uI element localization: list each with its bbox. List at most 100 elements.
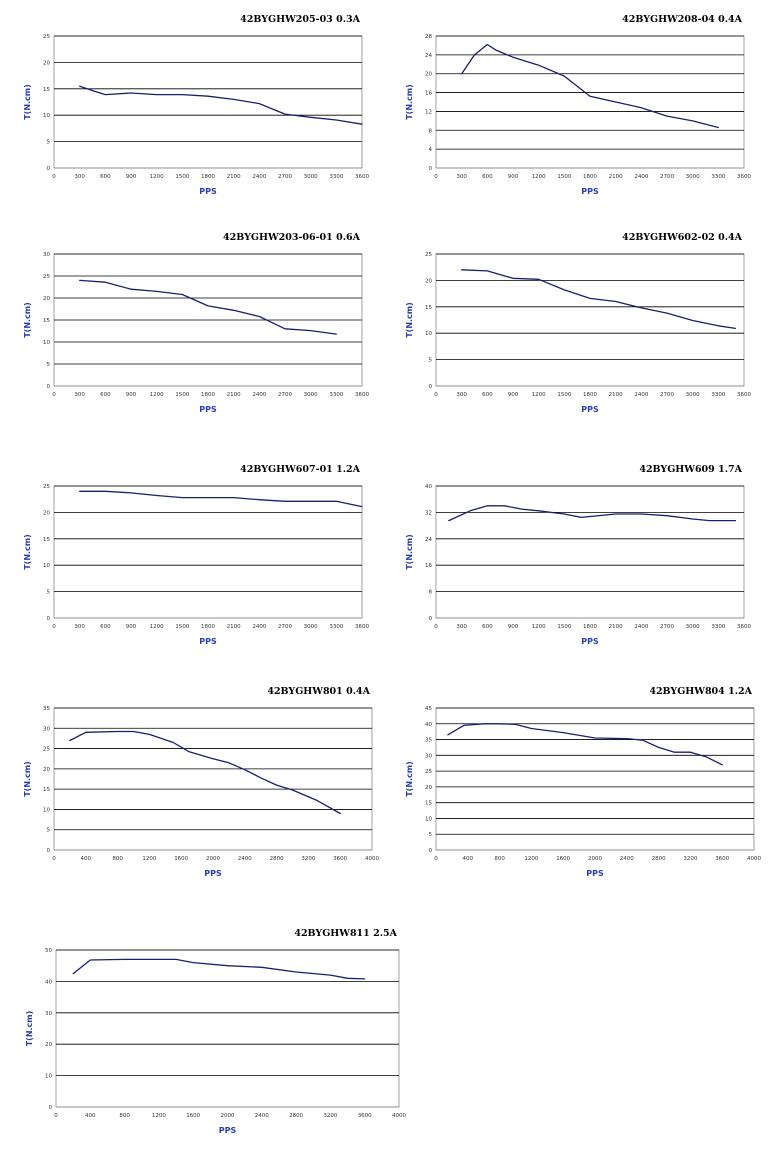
x-tick-label: 0 — [52, 624, 56, 630]
y-tick-label: 0 — [429, 384, 433, 390]
chart-title: 42BYGHW208-04 0.4A — [622, 14, 742, 25]
x-tick-label: 3600 — [355, 392, 369, 398]
y-tick-label: 4 — [429, 147, 433, 153]
x-tick-label: 2100 — [609, 174, 623, 180]
x-tick-label: 1500 — [175, 624, 189, 630]
chart-svg: 42BYGHW208-04 0.4A 0 4 8 12 16 20 24 28 0 300 600 90… — [405, 14, 751, 196]
y-tick-label: 5 — [429, 358, 433, 364]
x-tick-label: 1200 — [532, 392, 546, 398]
y-tick-label: 24 — [425, 537, 432, 543]
y-tick-label: 10 — [425, 816, 432, 822]
y-tick-label: 10 — [45, 1074, 52, 1080]
x-tick-label: 900 — [508, 392, 519, 398]
plot-area — [435, 253, 745, 387]
y-tick-label: 15 — [425, 305, 432, 311]
y-tick-label: 25 — [43, 747, 50, 753]
x-tick-label: 1200 — [150, 392, 164, 398]
x-tick-label: 400 — [85, 1113, 96, 1119]
chart-panel-42byghw609: 42BYGHW609 1.7A 0 8 16 24 32 40 0 300 600 900 1200 1… — [400, 458, 751, 658]
y-tick-label: 5 — [47, 140, 51, 146]
x-tick-label: 800 — [119, 1113, 130, 1119]
y-tick-label: 10 — [425, 331, 432, 337]
y-tick-label: 20 — [43, 60, 50, 66]
x-tick-label: 600 — [100, 174, 111, 180]
x-tick-label: 1200 — [150, 624, 164, 630]
x-tick-label: 3600 — [715, 856, 729, 862]
x-tick-label: 0 — [52, 392, 56, 398]
x-tick-label: 4000 — [392, 1113, 406, 1119]
x-tick-label: 2000 — [221, 1113, 235, 1119]
x-tick-label: 1600 — [186, 1113, 200, 1119]
y-tick-label: 15 — [43, 318, 50, 324]
y-axis-title: T(N.cm) — [405, 84, 414, 120]
x-tick-label: 1200 — [524, 856, 538, 862]
y-tick-label: 30 — [43, 726, 50, 732]
x-tick-label: 1500 — [557, 174, 571, 180]
chart-panel-42byghw607-01: 42BYGHW607-01 1.2A 0 5 10 15 20 25 0 300 600 900 12… — [18, 458, 369, 658]
x-tick-label: 2400 — [634, 174, 648, 180]
chart-title: 42BYGHW602-02 0.4A — [622, 232, 742, 243]
chart-panel-42byghw811: 42BYGHW811 2.5A 0 10 20 30 40 50 0 400 800 1200 160… — [20, 922, 406, 1147]
x-tick-label: 3600 — [358, 1113, 372, 1119]
x-tick-label: 0 — [434, 856, 438, 862]
y-axis-title: T(N.cm) — [405, 534, 414, 570]
x-tick-label: 300 — [456, 174, 467, 180]
y-tick-label: 10 — [43, 113, 50, 119]
y-axis-title: T(N.cm) — [25, 1011, 34, 1047]
x-tick-label: 2800 — [652, 856, 666, 862]
x-tick-label: 1800 — [583, 392, 597, 398]
x-tick-label: 1200 — [142, 856, 156, 862]
y-tick-label: 0 — [47, 848, 51, 854]
plot-area — [53, 707, 373, 851]
torque-curve — [79, 85, 363, 125]
x-tick-label: 2400 — [634, 624, 648, 630]
y-tick-label: 5 — [47, 828, 51, 834]
x-tick-label: 1800 — [201, 392, 215, 398]
x-tick-label: 800 — [112, 856, 123, 862]
x-tick-label: 3600 — [355, 174, 369, 180]
y-tick-label: 0 — [429, 616, 433, 622]
x-tick-label: 600 — [100, 624, 111, 630]
x-tick-label: 900 — [508, 174, 519, 180]
chart-title: 42BYGHW607-01 1.2A — [240, 464, 360, 475]
y-tick-label: 12 — [425, 109, 432, 115]
x-tick-label: 1200 — [150, 174, 164, 180]
x-tick-label: 2700 — [278, 392, 292, 398]
x-tick-label: 600 — [482, 392, 493, 398]
x-tick-label: 2100 — [609, 624, 623, 630]
x-tick-label: 0 — [434, 174, 438, 180]
x-axis-title: PPS — [581, 637, 599, 646]
y-tick-label: 25 — [43, 484, 50, 490]
y-axis-title: T(N.cm) — [23, 84, 32, 120]
x-tick-label: 3300 — [329, 624, 343, 630]
y-tick-label: 8 — [429, 590, 433, 596]
x-tick-label: 2400 — [252, 624, 266, 630]
chart-panel-42byghw602-02: 42BYGHW602-02 0.4A 0 5 10 15 20 25 0 300 600 900 12… — [400, 226, 751, 426]
x-tick-label: 4000 — [747, 856, 761, 862]
x-tick-label: 2400 — [255, 1113, 269, 1119]
y-axis-title: T(N.cm) — [405, 302, 414, 338]
chart-title: 42BYGHW203-06-01 0.6A — [223, 232, 361, 243]
x-tick-label: 1800 — [583, 624, 597, 630]
x-axis-title: PPS — [204, 869, 222, 878]
y-tick-label: 15 — [425, 801, 432, 807]
y-tick-label: 40 — [425, 484, 432, 490]
x-axis-title: PPS — [219, 1126, 237, 1135]
x-tick-label: 300 — [456, 624, 467, 630]
chart-svg: 42BYGHW609 1.7A 0 8 16 24 32 40 0 300 600 900 1200 1… — [405, 464, 751, 646]
chart-title: 42BYGHW609 1.7A — [639, 464, 742, 475]
y-tick-label: 15 — [43, 87, 50, 93]
y-tick-label: 20 — [43, 510, 50, 516]
y-axis-title: T(N.cm) — [23, 761, 32, 797]
x-tick-label: 2400 — [252, 392, 266, 398]
x-axis-title: PPS — [581, 187, 599, 196]
y-axis-title: T(N.cm) — [405, 761, 414, 797]
chart-title: 42BYGHW801 0.4A — [267, 686, 370, 697]
x-axis-title: PPS — [199, 187, 217, 196]
x-tick-label: 600 — [482, 624, 493, 630]
x-tick-label: 2000 — [588, 856, 602, 862]
y-tick-label: 28 — [425, 34, 432, 40]
torque-curve — [461, 43, 719, 129]
chart-panel-42byghw804: 42BYGHW804 1.2A 0 5 10 15 20 25 30 35 40 45 0 400 800… — [400, 680, 761, 890]
x-tick-label: 3600 — [333, 856, 347, 862]
